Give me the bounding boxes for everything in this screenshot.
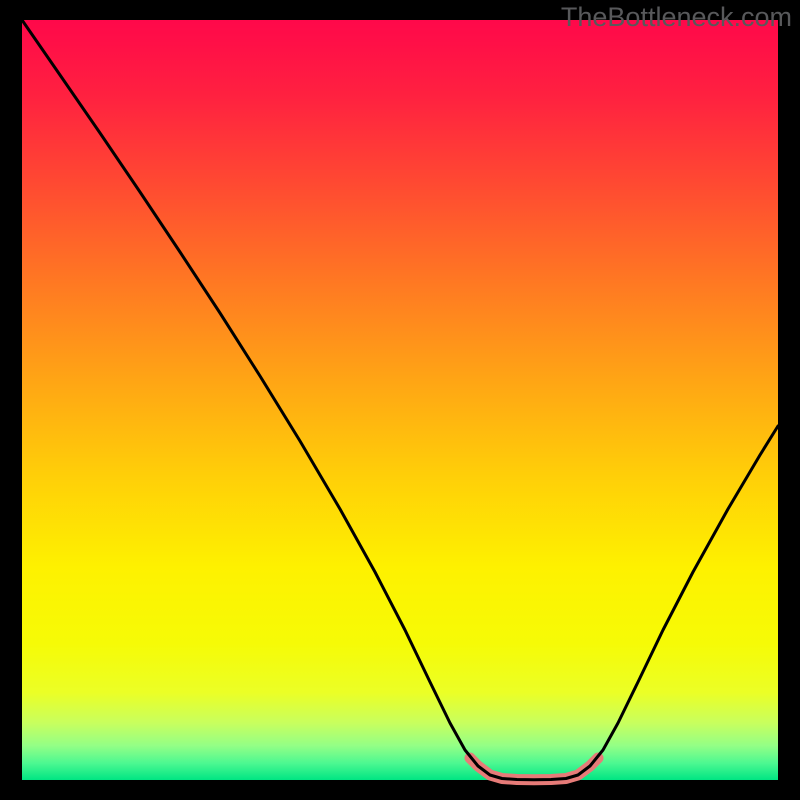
chart-stage: TheBottleneck.com: [0, 0, 800, 800]
curve-layer: [22, 20, 778, 780]
bottleneck-curve: [22, 20, 778, 780]
flat-highlight: [470, 758, 598, 780]
watermark-text: TheBottleneck.com: [561, 2, 792, 33]
plot-area: [22, 20, 778, 780]
